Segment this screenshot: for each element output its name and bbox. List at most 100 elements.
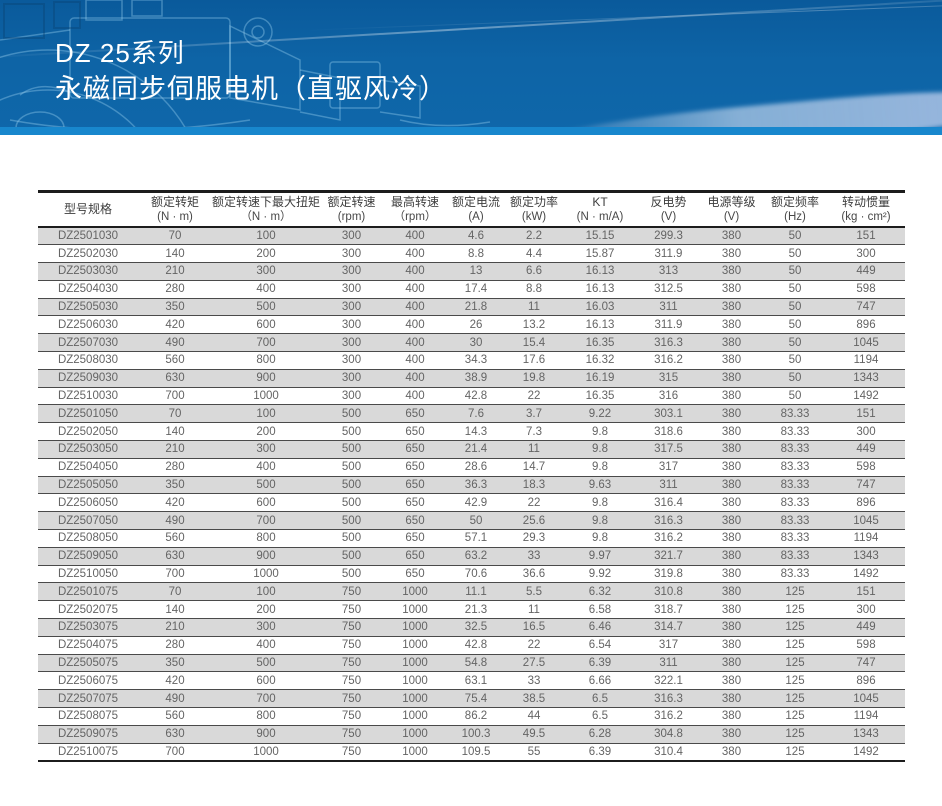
value-cell: 33 xyxy=(527,550,541,563)
value-cell: 151 xyxy=(856,585,876,598)
value-cell: 11 xyxy=(528,603,540,616)
value-cell: 50 xyxy=(788,301,802,314)
table-row: DZ2504050 280 400 500 650 28.6 14.7 9.8 317 380 83… xyxy=(38,458,905,477)
value-cell: 700 xyxy=(165,390,185,403)
value-cell: 380 xyxy=(721,230,742,243)
value-cell: 280 xyxy=(165,283,185,296)
column-header: 转动惯量 (kg · cm²) xyxy=(841,195,891,223)
value-cell: 318.7 xyxy=(654,603,683,616)
value-cell: 630 xyxy=(165,372,185,385)
value-cell: 83.33 xyxy=(780,461,810,474)
value-cell: 380 xyxy=(721,301,742,314)
value-cell: 750 xyxy=(341,692,362,705)
header-banner: DZ 25系列 永磁同步伺服电机（直驱风冷） xyxy=(0,0,942,135)
value-cell: 380 xyxy=(721,265,742,278)
value-cell: 317.5 xyxy=(654,443,683,456)
value-cell: 380 xyxy=(721,745,742,758)
value-cell: 400 xyxy=(405,230,425,243)
value-cell: 350 xyxy=(165,657,185,670)
column-header: 最高转速 （rpm） xyxy=(390,195,439,223)
value-cell: 316.3 xyxy=(654,514,683,527)
spec-table-container: 型号规格 额定转矩 (N · m) 额定转速下最大扭矩 （N · m） 额定转速 (rpm)… xyxy=(38,190,905,762)
value-cell: 13.2 xyxy=(522,318,546,331)
value-cell: 650 xyxy=(405,407,425,420)
value-cell: 9.8 xyxy=(592,461,608,474)
value-cell: 9.8 xyxy=(592,532,608,545)
value-cell: 125 xyxy=(785,585,805,598)
value-cell: 6.28 xyxy=(588,728,612,741)
value-cell: 1343 xyxy=(853,372,879,385)
value-cell: 896 xyxy=(856,674,876,687)
model-cell: DZ2502050 xyxy=(57,425,119,438)
value-cell: 1343 xyxy=(853,550,879,563)
value-cell: 300 xyxy=(256,621,276,634)
value-cell: 747 xyxy=(856,301,876,314)
value-cell: 15.15 xyxy=(585,230,615,243)
value-cell: 6.46 xyxy=(588,621,612,634)
value-cell: 42.8 xyxy=(464,390,488,403)
value-cell: 42.9 xyxy=(464,496,488,509)
value-cell: 4.6 xyxy=(468,230,484,243)
value-cell: 700 xyxy=(165,745,185,758)
value-cell: 380 xyxy=(721,674,742,687)
value-cell: 42.8 xyxy=(464,639,488,652)
value-cell: 50 xyxy=(788,247,802,260)
value-cell: 400 xyxy=(405,247,425,260)
value-cell: 312.5 xyxy=(654,283,683,296)
value-cell: 17.6 xyxy=(522,354,546,367)
motor-spec-table: 型号规格 额定转矩 (N · m) 额定转速下最大扭矩 （N · m） 额定转速 (rpm)… xyxy=(38,190,905,762)
value-cell: 600 xyxy=(256,674,276,687)
model-cell: DZ2505050 xyxy=(57,479,119,492)
value-cell: 210 xyxy=(165,621,185,634)
value-cell: 750 xyxy=(341,585,362,598)
value-cell: 380 xyxy=(721,407,742,420)
value-cell: 311.9 xyxy=(654,318,683,331)
value-cell: 650 xyxy=(405,479,425,492)
value-cell: 400 xyxy=(256,461,276,474)
value-cell: 55 xyxy=(527,745,541,758)
value-cell: 750 xyxy=(341,728,362,741)
value-cell: 26 xyxy=(469,318,483,331)
value-cell: 125 xyxy=(785,692,805,705)
value-cell: 3.7 xyxy=(526,407,542,420)
value-cell: 28.6 xyxy=(464,461,488,474)
value-cell: 16.19 xyxy=(585,372,615,385)
table-row: DZ2508075 560 800 750 1000 86.2 44 6.5 316.2 380 1… xyxy=(38,708,905,726)
value-cell: 317 xyxy=(658,639,679,652)
value-cell: 16.35 xyxy=(585,390,615,403)
model-cell: DZ2502075 xyxy=(57,603,119,616)
value-cell: 380 xyxy=(721,603,742,616)
value-cell: 151 xyxy=(856,230,876,243)
value-cell: 500 xyxy=(341,443,362,456)
value-cell: 380 xyxy=(721,390,742,403)
value-cell: 316.2 xyxy=(654,710,683,723)
column-header: 电源等级 (V) xyxy=(707,195,756,223)
value-cell: 22 xyxy=(527,639,541,652)
value-cell: 380 xyxy=(721,585,742,598)
value-cell: 9.8 xyxy=(592,443,608,456)
value-cell: 18.3 xyxy=(522,479,546,492)
value-cell: 400 xyxy=(405,283,425,296)
value-cell: 317 xyxy=(658,461,679,474)
model-cell: DZ2506075 xyxy=(57,674,119,687)
value-cell: 16.5 xyxy=(522,621,546,634)
product-subtitle: 永磁同步伺服电机（直驱风冷） xyxy=(55,74,447,104)
value-cell: 380 xyxy=(721,336,742,349)
table-row: DZ2501030 70 100 300 400 4.6 2.2 15.15 299.3 380 5… xyxy=(38,227,905,245)
value-cell: 9.97 xyxy=(588,550,612,563)
value-cell: 19.8 xyxy=(522,372,546,385)
column-header: 型号规格 xyxy=(63,202,112,217)
value-cell: 75.4 xyxy=(464,692,488,705)
model-cell: DZ2504075 xyxy=(57,639,119,652)
value-cell: 1000 xyxy=(253,390,279,403)
model-cell: DZ2507030 xyxy=(57,336,119,349)
value-cell: 1000 xyxy=(402,585,428,598)
value-cell: 6.58 xyxy=(588,603,612,616)
value-cell: 420 xyxy=(165,496,185,509)
column-header: 额定转速 (rpm) xyxy=(327,195,376,223)
value-cell: 316.4 xyxy=(654,496,683,509)
table-row: DZ2509030 630 900 300 400 38.9 19.8 16.19 315 380… xyxy=(38,369,905,388)
column-header: KT (N · m/A) xyxy=(576,195,624,223)
value-cell: 86.2 xyxy=(464,710,488,723)
value-cell: 125 xyxy=(785,674,805,687)
